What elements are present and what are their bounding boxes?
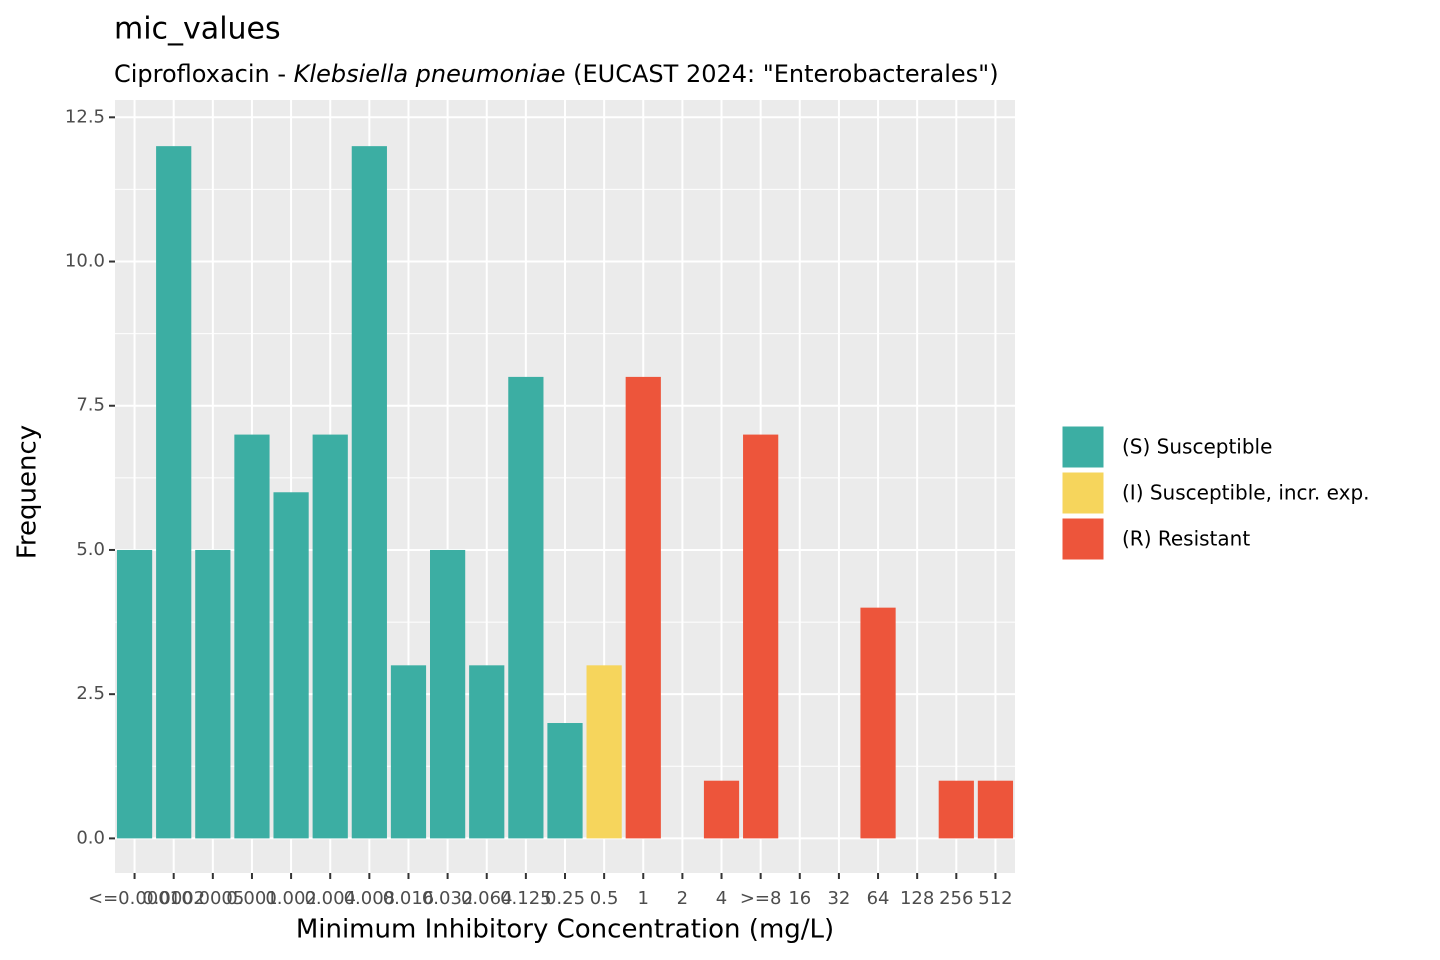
y-tick-label: 0.0 [76,827,105,848]
bar [273,492,309,839]
x-tick-label: 0.0005 [181,888,244,909]
x-tick-label: >=8 [740,888,782,909]
bar [743,434,779,839]
bar [625,376,661,839]
legend-label: (R) Resistant [1122,527,1250,551]
bar [390,665,427,839]
x-tick-label: 0.002 [265,888,317,909]
bar [234,434,270,839]
legend-swatch [1061,425,1105,469]
x-tick-label: 2 [677,888,688,909]
bar [586,665,622,839]
bar [547,723,583,839]
bar [938,780,974,839]
bar [508,376,544,839]
y-tick-label: 7.5 [76,395,105,416]
bar [312,434,348,839]
x-tick-label: 32 [827,888,850,909]
x-tick-label: 0.064 [461,888,513,909]
x-axis-label: Minimum Inhibitory Concentration (mg/L) [296,915,834,945]
x-tick-label: 256 [939,888,973,909]
legend-label: (I) Susceptible, incr. exp. [1122,481,1370,505]
legend-swatch [1061,517,1105,561]
x-tick-label: 0.032 [422,888,474,909]
bar [860,607,896,839]
y-tick-label: 2.5 [76,683,105,704]
legend-swatch [1061,471,1105,515]
x-tick-label: 64 [867,888,890,909]
x-tick-label: 0.004 [304,888,356,909]
chart-title: mic_values [114,12,281,47]
x-tick-label: 16 [788,888,811,909]
bar [156,146,192,839]
y-tick-label: 10.0 [65,251,105,272]
x-tick-label: 1 [638,888,649,909]
x-tick-label: 4 [716,888,727,909]
y-tick-label: 5.0 [76,539,105,560]
bar [703,780,740,839]
x-tick-label: 0.0002 [142,888,205,909]
x-tick-label: 0.5 [590,888,619,909]
x-tick-label: 0.125 [500,888,552,909]
x-tick-label: 128 [900,888,934,909]
bar [469,665,505,839]
bar [977,780,1014,839]
subtitle-part: Ciprofloxacin - [114,60,294,88]
x-tick-label: 0.016 [383,888,435,909]
legend-label: (S) Susceptible [1122,435,1272,459]
x-tick-label: 0.25 [545,888,585,909]
bar [195,549,231,839]
x-tick-label: 0.001 [226,888,278,909]
bar [351,146,387,839]
subtitle-organism: Klebsiella pneumoniae [294,60,566,88]
bar [430,549,466,839]
y-tick-label: 12.5 [65,106,105,127]
subtitle-part: (EUCAST 2024: "Enterobacterales") [566,60,999,88]
chart-subtitle: Ciprofloxacin - Klebsiella pneumoniae (E… [114,60,999,88]
x-tick-label: 0.008 [344,888,396,909]
bar [116,549,153,839]
x-tick-label: <=0.0001 [88,888,181,909]
y-axis-label: Frequency [13,425,43,559]
x-tick-label: 512 [978,888,1012,909]
